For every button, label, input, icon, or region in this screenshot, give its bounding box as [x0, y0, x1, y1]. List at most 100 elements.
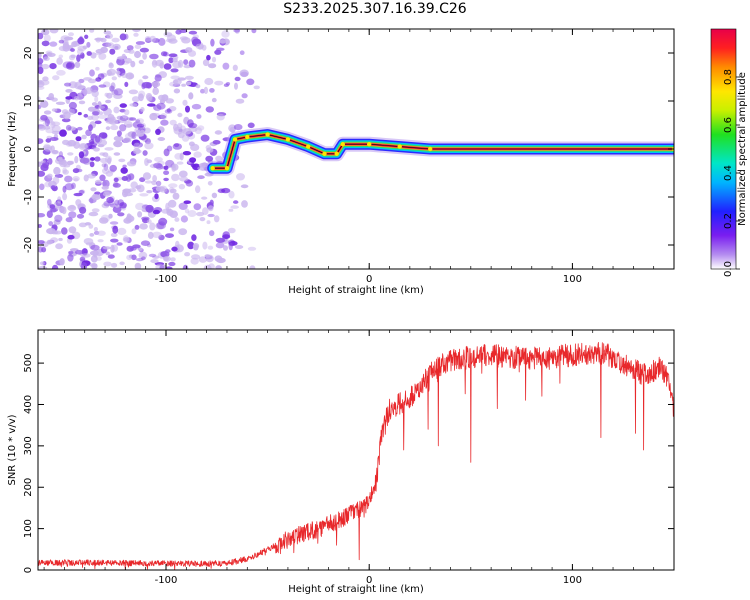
- noise-blob: [175, 29, 182, 35]
- noise-blob: [110, 238, 119, 243]
- noise-blob: [206, 220, 211, 225]
- noise-blob: [200, 134, 210, 142]
- noise-blob: [139, 193, 149, 197]
- noise-blob: [95, 135, 101, 143]
- noise-blob: [241, 93, 248, 99]
- noise-blob: [172, 192, 180, 200]
- noise-blob: [74, 61, 81, 68]
- noise-blob: [103, 200, 111, 207]
- noise-blob: [163, 165, 169, 170]
- noise-blob: [131, 131, 137, 140]
- noise-blob: [236, 173, 245, 181]
- noise-blob: [202, 207, 209, 216]
- noise-blob: [155, 263, 165, 269]
- noise-blob: [179, 152, 184, 161]
- noise-blob: [185, 105, 190, 113]
- noise-blob: [144, 180, 153, 184]
- x-tick-label: 100: [563, 575, 582, 586]
- noise-blob: [171, 173, 180, 182]
- noise-blob: [85, 129, 92, 137]
- noise-blob: [158, 37, 166, 46]
- noise-blob: [146, 94, 153, 102]
- noise-blob: [102, 246, 112, 250]
- noise-blob: [124, 57, 132, 64]
- noise-blob: [163, 63, 172, 70]
- noise-blob: [135, 119, 141, 123]
- noise-blob: [67, 234, 75, 240]
- noise-blob: [190, 143, 200, 151]
- noise-blob: [80, 52, 85, 59]
- snr-ylabel: SNR (10 * v/v): [7, 414, 18, 485]
- noise-blob: [86, 51, 92, 56]
- colorbar-tick-label: 0.2: [723, 213, 734, 229]
- track-point: [224, 166, 230, 171]
- noise-blob: [184, 208, 190, 214]
- noise-blob: [38, 96, 41, 102]
- noise-blob: [165, 233, 174, 239]
- noise-blob: [228, 242, 233, 251]
- x-tick-label: -100: [155, 274, 178, 285]
- noise-blob: [111, 37, 120, 43]
- noise-blob: [165, 38, 173, 43]
- noise-blob: [138, 79, 143, 86]
- noise-blob: [239, 50, 245, 55]
- noise-blob: [152, 175, 158, 182]
- noise-blob: [163, 177, 169, 182]
- noise-blob: [213, 215, 220, 223]
- noise-blob: [228, 208, 234, 212]
- noise-blob: [188, 30, 198, 35]
- noise-blob: [234, 82, 238, 90]
- noise-blob: [144, 158, 149, 166]
- noise-blob: [232, 64, 238, 72]
- noise-blob: [113, 177, 119, 183]
- noise-blob: [95, 66, 100, 71]
- noise-blob: [38, 170, 46, 177]
- noise-blob: [66, 160, 74, 166]
- noise-blob: [221, 30, 230, 38]
- noise-blob: [58, 39, 65, 44]
- noise-blob: [105, 251, 110, 256]
- noise-blob: [49, 29, 59, 34]
- noise-blob: [99, 217, 109, 224]
- noise-blob: [131, 254, 137, 261]
- noise-blob: [81, 253, 91, 258]
- noise-blob: [214, 255, 223, 262]
- noise-blob: [38, 138, 44, 144]
- noise-blob: [154, 157, 163, 162]
- x-tick-label: 0: [366, 274, 372, 285]
- noise-blob: [168, 57, 174, 64]
- noise-blob: [86, 41, 91, 48]
- colorbar: 0.0 0.2 0.4 0.6 0.8 Normalized spectral ampl…: [710, 28, 748, 277]
- noise-blob: [38, 240, 45, 245]
- noise-blob: [74, 155, 79, 164]
- noise-blob: [89, 161, 95, 168]
- noise-blob: [116, 57, 125, 66]
- noise-blob: [154, 74, 162, 82]
- noise-blob: [108, 62, 114, 69]
- noise-blob: [215, 265, 222, 269]
- noise-blob: [152, 112, 160, 117]
- noise-blob: [165, 202, 170, 211]
- noise-blob: [114, 203, 120, 208]
- noise-blob: [85, 87, 93, 95]
- noise-blob: [142, 75, 149, 80]
- noise-blob: [136, 123, 145, 128]
- noise-blob: [228, 190, 235, 199]
- noise-blob: [190, 163, 197, 168]
- noise-blob: [151, 81, 161, 88]
- noise-blob: [166, 108, 171, 113]
- noise-blob: [105, 155, 112, 164]
- noise-blob: [39, 183, 45, 191]
- noise-blob: [91, 111, 100, 116]
- x-tick-label: -100: [155, 575, 178, 586]
- noise-blob: [135, 258, 144, 262]
- noise-blob: [97, 114, 108, 120]
- noise-blob: [73, 192, 83, 197]
- noise-blob: [95, 256, 102, 261]
- colorbar-ticks: 0.0 0.2 0.4 0.6 0.8: [723, 69, 740, 277]
- noise-blob: [119, 202, 127, 209]
- noise-blob: [98, 111, 104, 115]
- noise-blob: [208, 263, 215, 269]
- noise-blob: [94, 156, 101, 162]
- noise-blob: [134, 262, 142, 269]
